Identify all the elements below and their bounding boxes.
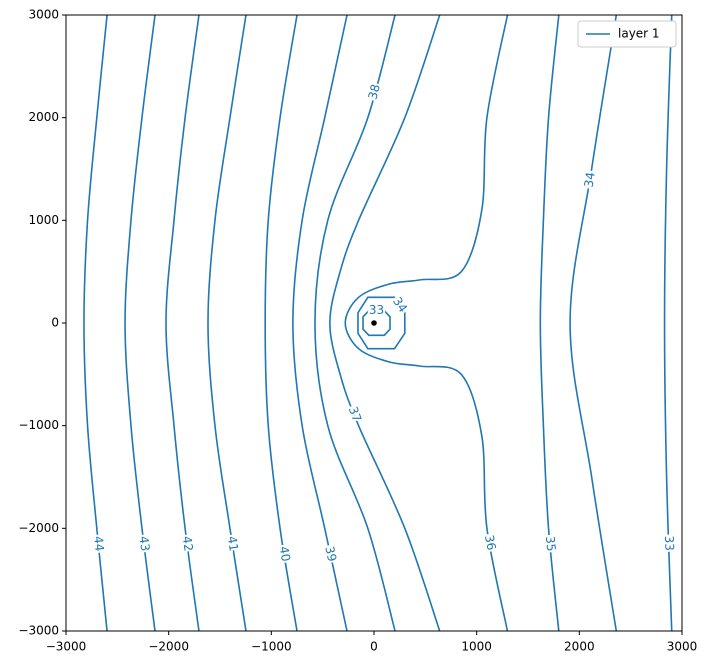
x-tick-label: 1000 [461,640,492,654]
y-tick-label: −2000 [18,521,59,535]
y-tick-label: −1000 [18,418,59,432]
contour-label: 39 [322,545,339,563]
x-tick-label: 0 [370,640,378,654]
contour-line [344,14,509,632]
contour-line [292,14,348,632]
contour-label: 36 [482,534,499,552]
contour-line [357,296,406,350]
x-tick-label: 2000 [564,640,595,654]
contour-label: 42 [180,535,196,552]
contour-line [314,14,396,632]
contour-label: 34 [582,171,598,188]
contour-line [329,14,441,632]
x-tick-label: 3000 [667,640,698,654]
contour-label: 44 [91,535,106,552]
contour-label: 33 [662,535,677,551]
y-tick-label: 2000 [28,110,59,124]
x-tick-label: −3000 [46,640,87,654]
legend-box [577,20,677,48]
x-tick-label: −2000 [148,640,189,654]
y-tick-label: 1000 [28,213,59,227]
contour-label: 38 [365,83,382,101]
contour-line [663,14,673,632]
contour-line [539,14,560,632]
contour-line [264,14,298,632]
contour-label: 43 [137,535,153,552]
x-tick-label: −1000 [251,640,292,654]
contour-line [124,14,156,632]
contour-label: 35 [543,535,558,552]
contour-line [165,14,200,632]
y-tick-label: −3000 [18,624,59,638]
contour-line [362,309,391,337]
contour-line [569,14,618,632]
contour-line [207,14,247,632]
y-tick-label: 3000 [28,8,59,22]
contour-label: 40 [277,545,293,562]
legend-label: layer 1 [618,27,660,41]
contour-label: 41 [225,535,241,552]
y-tick-label: 0 [51,316,59,330]
contour-line [83,14,108,632]
well-point [371,320,377,326]
contour-label: 33 [369,303,384,317]
